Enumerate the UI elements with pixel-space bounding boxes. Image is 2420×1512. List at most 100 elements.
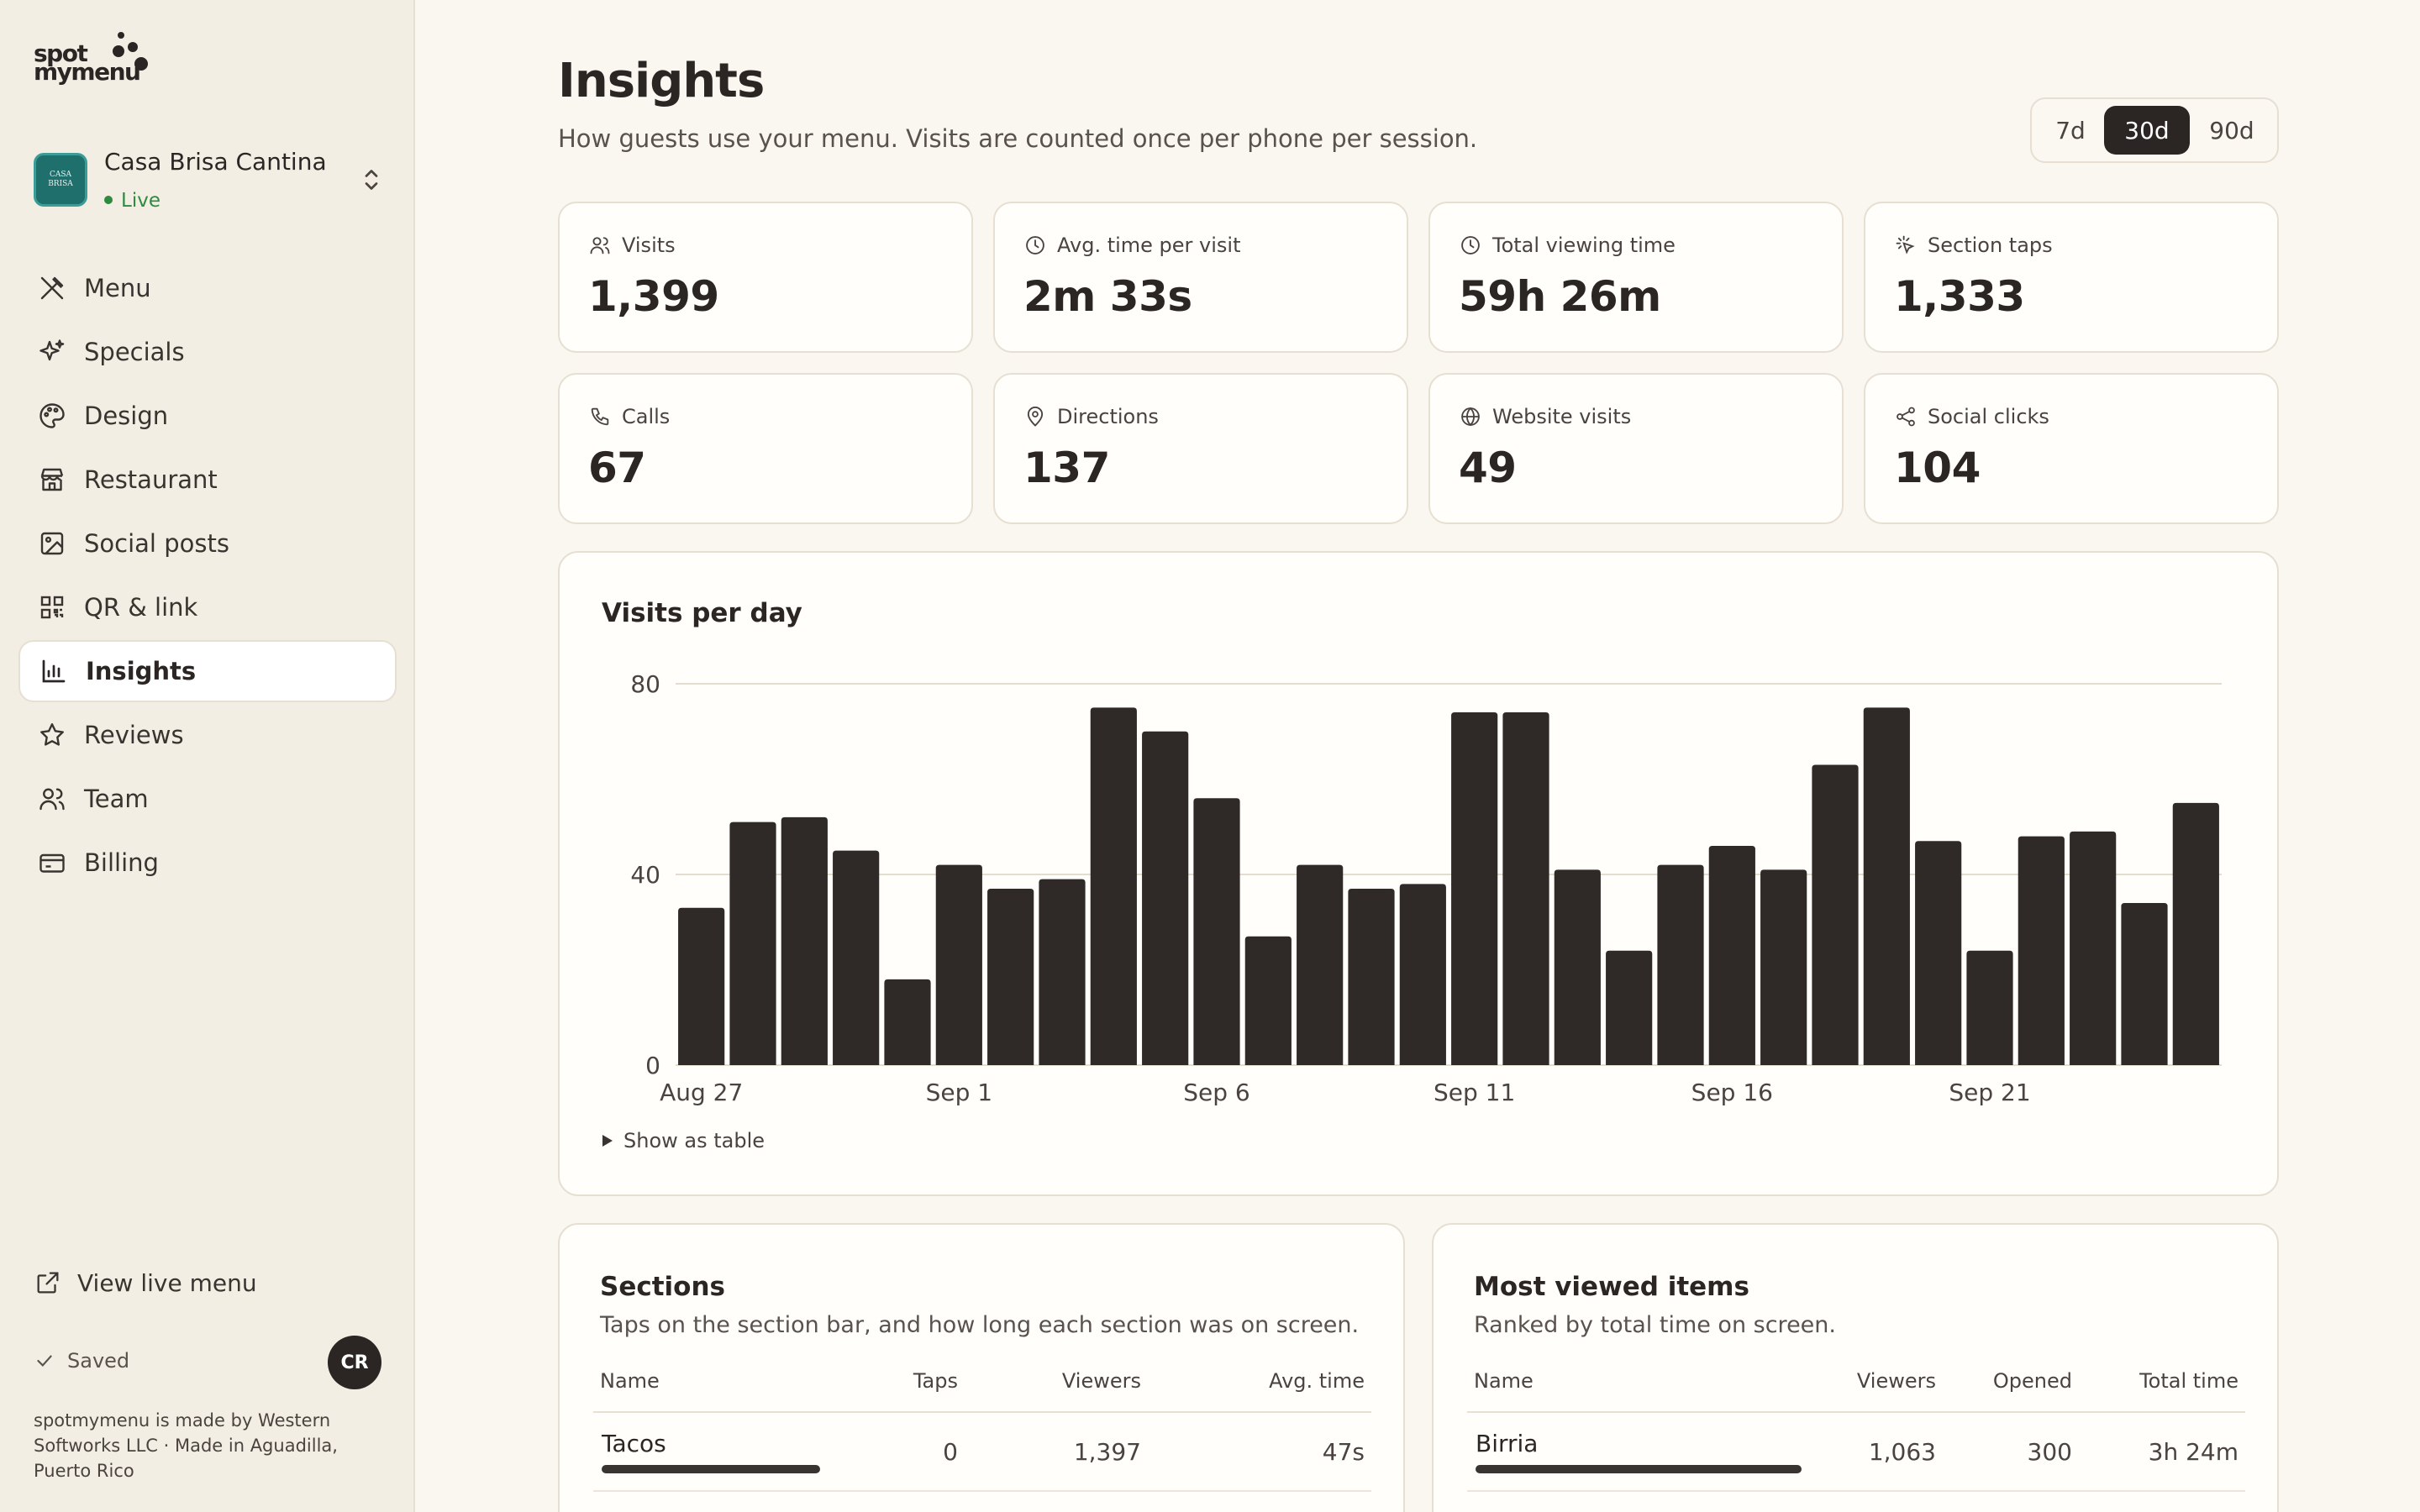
workspace-switcher[interactable]: CASA BRISA Casa Brisa Cantina Live	[34, 148, 387, 213]
x-tick-label: Sep 6	[1183, 1079, 1250, 1106]
stat-label-text: Visits	[622, 234, 676, 257]
sidebar-item-label: Billing	[84, 848, 159, 877]
stat-label: Social clicks	[1894, 405, 2049, 428]
show-as-table-label: Show as table	[623, 1129, 765, 1152]
y-tick-label: 80	[630, 670, 660, 698]
clock-icon	[1459, 234, 1482, 257]
stat-card-avg-time: Avg. time per visit 2m 33s	[993, 202, 1408, 353]
item-total-time: 3h 24m	[2148, 1438, 2238, 1466]
chart-bar	[1399, 884, 1446, 1065]
stat-label: Directions	[1023, 405, 1159, 428]
stat-value: 67	[588, 444, 646, 492]
stat-value: 1,333	[1894, 272, 2025, 321]
sidebar-item-design[interactable]: Design	[18, 385, 397, 447]
store-icon	[37, 465, 67, 495]
stat-card-calls: Calls 67	[558, 373, 973, 524]
date-range-toggle: 7d 30d 90d	[2030, 97, 2279, 163]
user-avatar[interactable]: CR	[328, 1336, 381, 1389]
column-header-name[interactable]: Name	[600, 1369, 660, 1393]
sparkles-icon	[37, 337, 67, 367]
chart-bar	[2172, 802, 2219, 1065]
chart-bar	[2018, 836, 2065, 1065]
range-option-30d[interactable]: 30d	[2104, 106, 2190, 155]
check-icon	[34, 1350, 55, 1372]
page-subtitle: How guests use your menu. Visits are cou…	[558, 124, 1478, 153]
sidebar-item-team[interactable]: Team	[18, 768, 397, 830]
sidebar-item-billing[interactable]: Billing	[18, 832, 397, 894]
column-header-avg-time[interactable]: Avg. time	[1269, 1369, 1365, 1393]
logo-dot	[113, 45, 124, 57]
stat-card-directions: Directions 137	[993, 373, 1408, 524]
brand-logo-line1: spot	[34, 39, 88, 67]
chart-title: Visits per day	[602, 598, 802, 628]
show-as-table-toggle[interactable]: Show as table	[602, 1129, 765, 1152]
column-header-taps[interactable]: Taps	[913, 1369, 958, 1393]
chart-bar	[1708, 845, 1755, 1065]
clock-icon	[1023, 234, 1047, 257]
stat-value: 2m 33s	[1023, 272, 1192, 321]
stat-value: 59h 26m	[1459, 272, 1661, 321]
item-name: Birria	[1476, 1430, 1539, 1457]
workspace-name: Casa Brisa Cantina	[104, 148, 327, 176]
chart-bar	[1348, 889, 1395, 1065]
range-option-7d[interactable]: 7d	[2055, 116, 2086, 144]
stat-label: Avg. time per visit	[1023, 234, 1241, 257]
logo-dot	[134, 57, 148, 71]
qr-code-icon	[37, 592, 67, 622]
stat-label-text: Directions	[1057, 405, 1159, 428]
brand-logo-line2: mymenu	[34, 58, 141, 86]
stat-label-text: Calls	[622, 405, 671, 428]
save-status-label: Saved	[67, 1349, 130, 1373]
sidebar-item-qr-link[interactable]: QR & link	[18, 576, 397, 638]
credit-card-icon	[37, 848, 67, 878]
footer-credit: spotmymenu is made by Western Softworks …	[34, 1410, 338, 1481]
sidebar-item-menu[interactable]: Menu	[18, 257, 397, 319]
view-live-menu-link[interactable]: View live menu	[34, 1268, 257, 1297]
sidebar-item-social-posts[interactable]: Social posts	[18, 512, 397, 575]
table-header-divider	[593, 1411, 1371, 1413]
star-icon	[37, 720, 67, 750]
phone-icon	[588, 405, 612, 428]
palette-icon	[37, 401, 67, 431]
workspace-avatar: CASA BRISA	[34, 153, 87, 207]
range-option-90d[interactable]: 90d	[2209, 116, 2254, 144]
stat-label: Website visits	[1459, 405, 1631, 428]
sidebar-item-specials[interactable]: Specials	[18, 321, 397, 383]
column-header-viewers[interactable]: Viewers	[1856, 1369, 1936, 1393]
sidebar-item-label: Team	[84, 785, 149, 813]
chevron-up-down-icon[interactable]	[356, 165, 387, 195]
caret-right-icon	[602, 1135, 613, 1147]
stat-label-text: Section taps	[1928, 234, 2053, 257]
stat-value: 1,399	[588, 272, 719, 321]
x-tick-label: Aug 27	[660, 1079, 743, 1106]
item-opened: 300	[2027, 1438, 2072, 1466]
column-header-total-time[interactable]: Total time	[2139, 1369, 2238, 1393]
visits-per-day-chart: 0 40 80 Aug 27 Sep 1 Sep 6 Sep 11 Sep 16 Sep 21	[630, 670, 2222, 1106]
external-link-icon	[34, 1268, 62, 1297]
column-header-opened[interactable]: Opened	[1992, 1369, 2072, 1393]
brand-logo[interactable]: spot mymenu	[34, 25, 151, 87]
sidebar-item-restaurant[interactable]: Restaurant	[18, 449, 397, 511]
stat-value: 49	[1459, 444, 1517, 492]
chart-bar	[1863, 707, 1910, 1065]
column-header-viewers[interactable]: Viewers	[1061, 1369, 1141, 1393]
image-icon	[37, 528, 67, 559]
sidebar-nav: Menu Specials Design Restaurant Social p…	[18, 257, 397, 895]
live-dot-icon	[104, 195, 113, 204]
users-icon	[37, 784, 67, 814]
items-subtitle: Ranked by total time on screen.	[1474, 1312, 1836, 1338]
sidebar-item-reviews[interactable]: Reviews	[18, 704, 397, 766]
column-header-name[interactable]: Name	[1474, 1369, 1534, 1393]
chart-bar	[1966, 950, 2013, 1065]
row-divider	[593, 1490, 1371, 1492]
chart-bar	[1812, 764, 1859, 1065]
section-share-bar	[602, 1465, 820, 1473]
chart-bar	[1502, 712, 1549, 1065]
stat-label: Section taps	[1894, 234, 2053, 257]
workspace-status: Live	[104, 190, 160, 212]
chart-bar	[1039, 879, 1086, 1065]
sidebar-item-insights[interactable]: Insights	[18, 640, 397, 702]
stat-value: 137	[1023, 444, 1110, 492]
y-tick-label: 40	[630, 861, 660, 889]
